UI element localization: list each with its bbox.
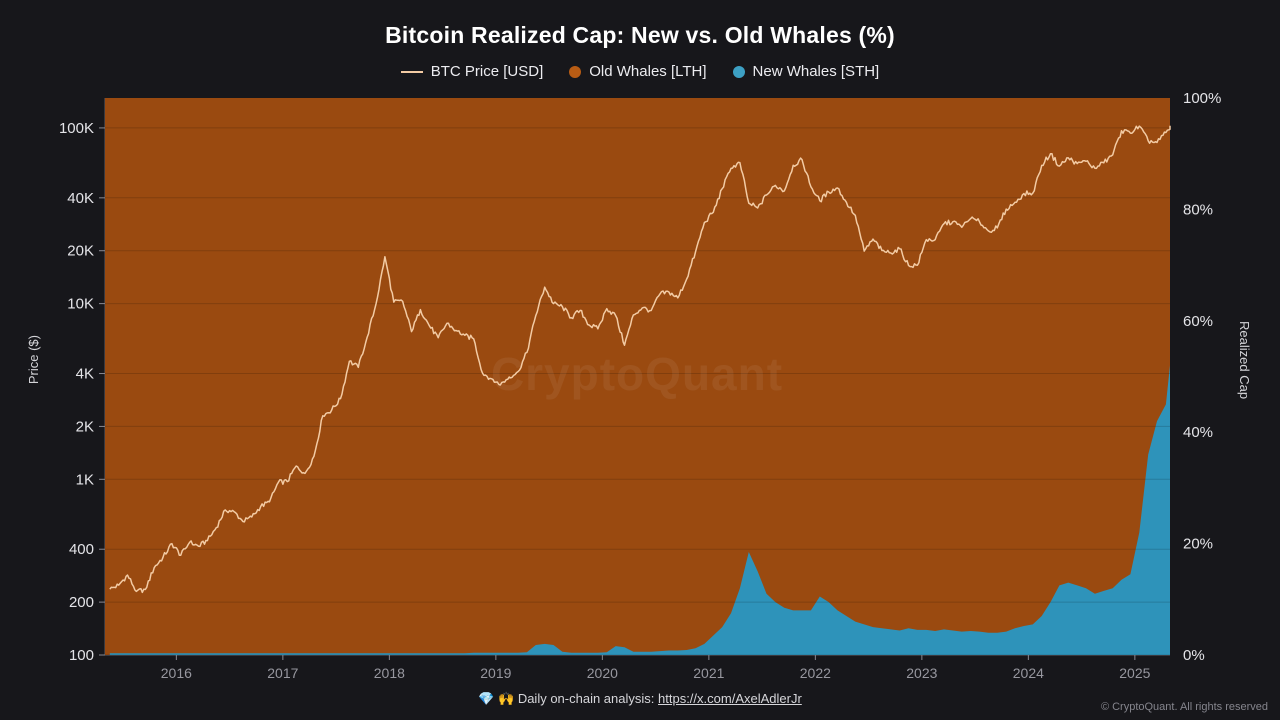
left-axis-tick-label: 1K [76, 471, 94, 488]
x-axis-tick-label: 2018 [374, 665, 405, 681]
x-axis-tick-label: 2017 [267, 665, 298, 681]
right-axis-tick-label: 60% [1183, 313, 1213, 330]
old-whales-area [105, 98, 1170, 655]
btc-price-line-marker [400, 70, 423, 73]
legend-label-btc-price: BTC Price [USD] [430, 63, 544, 80]
old-whales-dot-marker [569, 65, 582, 78]
left-axis-tick-label: 10K [67, 296, 94, 313]
footer-note: 💎 🙌 Daily on-chain analysis: https://x.c… [0, 691, 1280, 707]
legend-item-new-whales[interactable]: New Whales [STH] [732, 63, 880, 80]
realized-cap-axis-title: Realized Cap [1237, 320, 1252, 400]
left-axis-tick-label: 4K [76, 366, 94, 383]
x-axis-tick-label: 2025 [1119, 665, 1150, 681]
left-axis-tick-label: 200 [69, 594, 94, 611]
watermark-text: CryptoQuant [491, 348, 783, 400]
x-axis-tick-label: 2020 [587, 665, 618, 681]
left-axis-tick-label: 2K [76, 418, 94, 435]
legend-item-old-whales[interactable]: Old Whales [LTH] [569, 63, 707, 80]
chart-legend: BTC Price [USD] Old Whales [LTH] New Wha… [0, 63, 1280, 80]
x-axis-tick-label: 2022 [800, 665, 831, 681]
right-axis-tick-label: 0% [1183, 647, 1205, 664]
realized-cap-axis-title-wrap: Realized Cap [1237, 0, 1252, 720]
legend-label-new-whales: New Whales [STH] [752, 63, 880, 80]
x-axis-tick-label: 2021 [693, 665, 724, 681]
legend-label-old-whales: Old Whales [LTH] [589, 63, 707, 80]
left-axis-tick-label: 40K [67, 190, 94, 207]
left-axis-tick-label: 100K [59, 120, 94, 137]
left-axis-tick-label: 100 [69, 647, 94, 664]
new-whales-dot-marker [732, 65, 745, 78]
new-whales-area [109, 365, 1170, 655]
left-axis-tick-label: 20K [67, 243, 94, 260]
footer-emoji: 💎 🙌 [478, 691, 515, 706]
right-axis-tick-label: 40% [1183, 424, 1213, 441]
footer-text: Daily on-chain analysis: [517, 691, 655, 706]
footer-link[interactable]: https://x.com/AxelAdlerJr [658, 691, 802, 706]
right-axis-tick-label: 20% [1183, 536, 1213, 553]
chart-title: Bitcoin Realized Cap: New vs. Old Whales… [385, 22, 895, 48]
right-axis-tick-label: 80% [1183, 201, 1213, 218]
legend-item-btc-price[interactable]: BTC Price [USD] [400, 63, 544, 80]
copyright-text: © CryptoQuant. All rights reserved [1100, 701, 1268, 713]
price-axis-title-wrap: Price ($) [26, 0, 41, 720]
x-axis-tick-label: 2023 [906, 665, 937, 681]
price-axis-title: Price ($) [26, 335, 41, 385]
btc-price-line [109, 125, 1171, 594]
right-axis-tick-label: 100% [1183, 90, 1221, 107]
left-axis-tick-label: 400 [69, 541, 94, 558]
x-axis-tick-label: 2024 [1013, 665, 1044, 681]
x-axis-tick-label: 2019 [480, 665, 511, 681]
x-axis-tick-label: 2016 [161, 665, 192, 681]
